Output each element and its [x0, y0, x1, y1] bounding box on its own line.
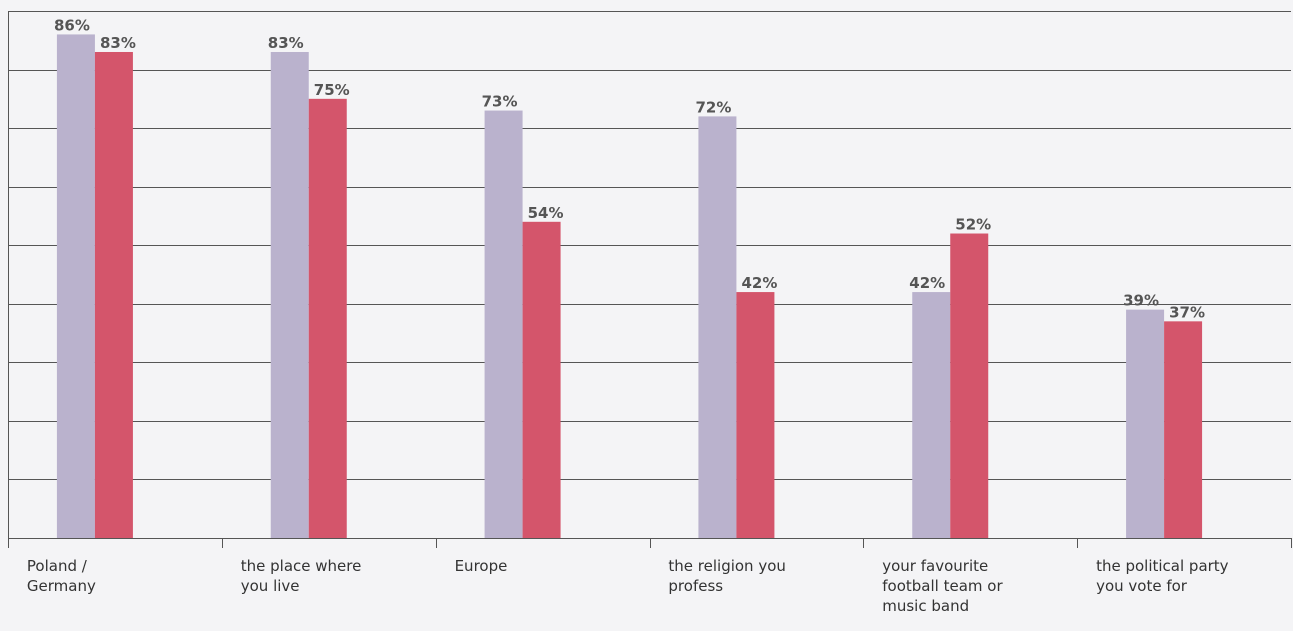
data-label: 37% — [1169, 303, 1205, 321]
bar — [94, 51, 133, 538]
x-tick-label: the religion you profess — [668, 557, 786, 595]
data-label: 86% — [54, 16, 90, 34]
bar — [950, 233, 989, 538]
data-label: 54% — [528, 204, 564, 222]
bar — [484, 110, 523, 539]
bar — [912, 292, 951, 538]
data-label: 75% — [314, 81, 350, 99]
bar — [56, 34, 95, 539]
bar — [522, 221, 561, 539]
x-tick-label: the place where you live — [240, 557, 362, 595]
bar — [270, 51, 309, 538]
data-label: 42% — [741, 274, 777, 292]
data-label: 42% — [909, 274, 945, 292]
bar — [698, 116, 737, 539]
data-label: 72% — [695, 98, 731, 116]
x-tick-label: the political party you vote for — [1096, 557, 1229, 595]
x-tick-label: Poland / Germany — [26, 557, 96, 595]
x-tick-label: your favourite football team or music ba… — [882, 557, 1003, 615]
x-tick-label: Europe — [454, 557, 508, 575]
bar — [308, 98, 347, 538]
bar — [1164, 321, 1203, 538]
data-label: 83% — [100, 34, 136, 52]
data-label: 52% — [955, 216, 991, 234]
bar — [1126, 309, 1165, 538]
data-label: 73% — [482, 93, 518, 111]
data-label: 83% — [268, 34, 304, 52]
data-label: 39% — [1123, 292, 1159, 310]
bar — [736, 292, 775, 538]
